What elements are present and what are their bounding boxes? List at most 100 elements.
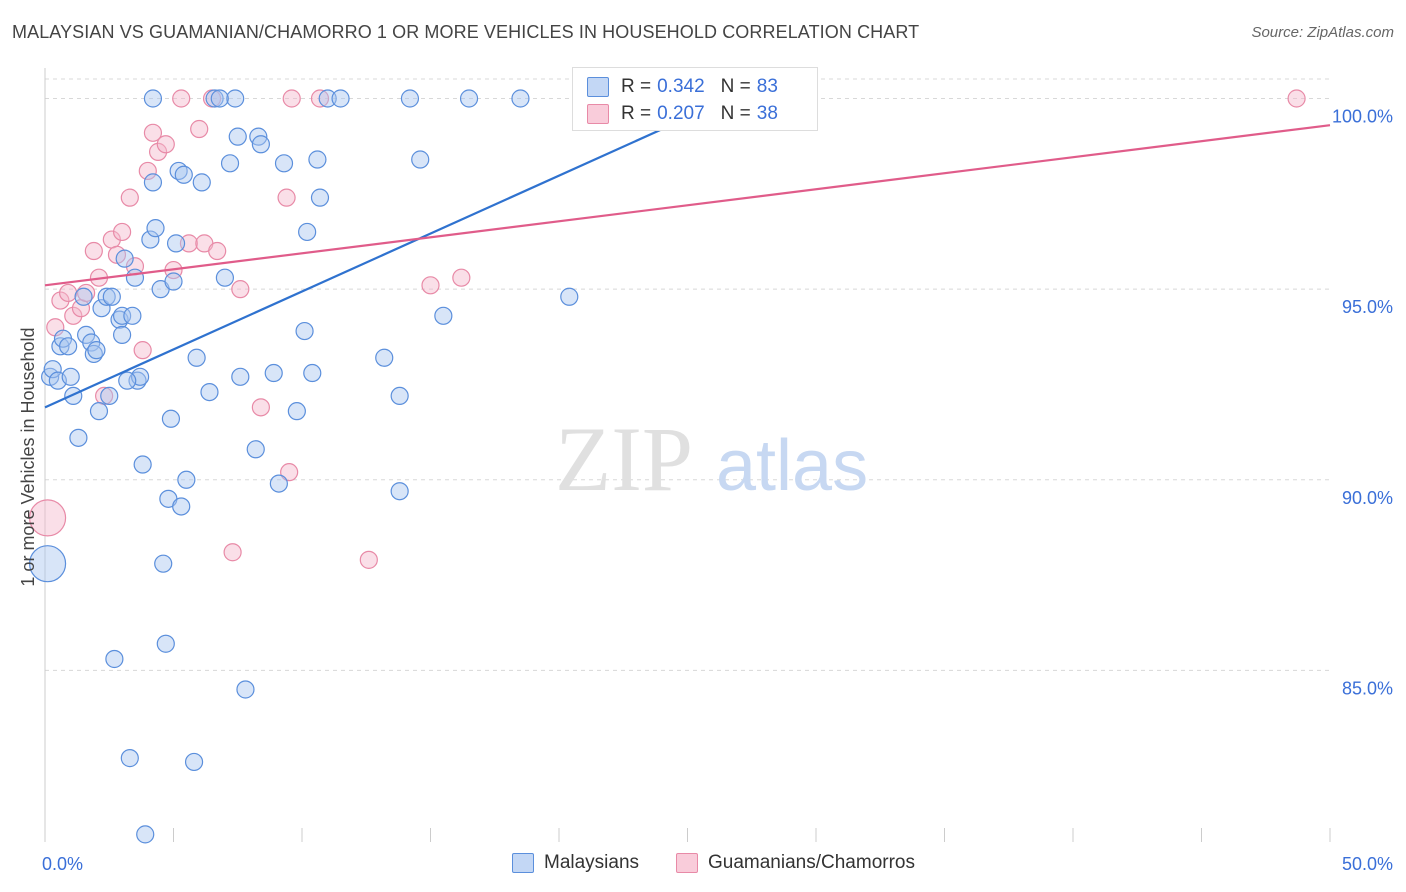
malaysians-point bbox=[141, 230, 160, 249]
guamanians-point bbox=[280, 463, 299, 482]
malaysians-point bbox=[390, 482, 409, 501]
guamanians-point bbox=[120, 188, 139, 207]
malaysians-point bbox=[156, 634, 175, 653]
x-tick-label: 0.0% bbox=[42, 854, 83, 874]
source-credit: Source: ZipAtlas.com bbox=[1251, 24, 1394, 41]
malaysians-point bbox=[100, 386, 119, 406]
malaysians-point bbox=[164, 272, 183, 291]
guamanians-point bbox=[112, 222, 132, 242]
malaysians-point bbox=[102, 287, 121, 306]
malaysians-point bbox=[172, 497, 191, 516]
malaysians-point bbox=[92, 299, 111, 318]
malaysians-point bbox=[146, 219, 165, 238]
malaysians-point bbox=[274, 154, 294, 173]
guamanians-trend-line bbox=[44, 124, 1331, 287]
guamanians-point bbox=[64, 306, 83, 325]
malaysians-point bbox=[400, 89, 420, 108]
malaysians-point bbox=[200, 382, 219, 402]
malaysians-point bbox=[161, 409, 181, 428]
axes bbox=[44, 68, 1331, 842]
malaysians-points bbox=[28, 89, 579, 844]
malaysians-point bbox=[226, 89, 245, 108]
malaysians-point bbox=[184, 752, 204, 772]
guamanians-point bbox=[172, 89, 191, 108]
malaysians-point bbox=[310, 188, 330, 207]
malaysians-point bbox=[331, 89, 350, 108]
correlation-legend: R = 0.342 N = 83 R = 0.207 N = 38 bbox=[572, 67, 818, 131]
malaysians-point bbox=[177, 470, 196, 489]
guamanians-point bbox=[282, 89, 301, 108]
watermark-zip: ZIP bbox=[555, 408, 693, 510]
guamanians-point bbox=[452, 268, 471, 287]
malaysians-point bbox=[287, 402, 306, 421]
malaysians-point bbox=[115, 249, 134, 268]
malaysians-point bbox=[61, 367, 80, 386]
watermark: ZIP atlas bbox=[555, 408, 868, 510]
bottom-legend-guamanians: Guamanians/Chamorros bbox=[676, 852, 915, 874]
malaysians-point bbox=[87, 341, 106, 360]
malaysians-point bbox=[295, 321, 314, 341]
malaysians-point bbox=[560, 287, 579, 306]
malaysians-point bbox=[434, 306, 453, 325]
guamanians-point bbox=[231, 280, 250, 299]
malaysians-point bbox=[123, 306, 142, 325]
guamanians-point bbox=[133, 341, 152, 360]
malaysians-point bbox=[390, 386, 409, 406]
malaysians-point bbox=[308, 150, 327, 169]
malaysians-point bbox=[59, 337, 78, 356]
malaysians-point bbox=[74, 287, 93, 306]
legend-r-label: R = bbox=[621, 76, 652, 97]
malaysians-point bbox=[64, 386, 83, 406]
malaysians-point bbox=[215, 268, 234, 287]
malaysians-point bbox=[264, 363, 283, 383]
legend-r-label: R = bbox=[621, 103, 652, 124]
malaysians-point bbox=[112, 325, 132, 344]
malaysians-point bbox=[166, 234, 186, 253]
x-tick-label: 50.0% bbox=[1342, 854, 1393, 874]
legend-swatch-blue bbox=[512, 853, 534, 873]
guamanians-point bbox=[208, 241, 227, 261]
malaysians-point bbox=[192, 173, 211, 192]
malaysians-point bbox=[298, 222, 317, 242]
y-tick-label: 100.0% bbox=[1332, 107, 1393, 127]
legend-n-label: N = bbox=[720, 103, 751, 124]
legend-label-guamanians: Guamanians/Chamorros bbox=[708, 852, 915, 873]
malaysians-point bbox=[269, 474, 288, 493]
malaysians-point bbox=[205, 89, 224, 108]
legend-label-malaysians: Malaysians bbox=[544, 852, 640, 873]
legend-n-label: N = bbox=[720, 76, 751, 97]
malaysians-point bbox=[28, 545, 67, 583]
guamanians-point bbox=[277, 188, 296, 207]
legend-swatch-pink bbox=[676, 853, 698, 873]
malaysians-point bbox=[459, 89, 479, 108]
malaysians-point bbox=[136, 825, 155, 844]
legend-n-value: 38 bbox=[756, 103, 778, 124]
malaysians-point bbox=[174, 165, 193, 184]
guamanians-point bbox=[251, 398, 270, 417]
malaysians-point bbox=[228, 127, 247, 146]
malaysians-trend-line bbox=[44, 105, 714, 409]
y-axis-label: 1 or more Vehicles in Household bbox=[18, 327, 38, 586]
malaysians-point bbox=[187, 348, 206, 367]
guamanians-point bbox=[421, 276, 440, 295]
guamanians-point bbox=[51, 291, 70, 310]
chart-title: MALAYSIAN VS GUAMANIAN/CHAMORRO 1 OR MOR… bbox=[12, 22, 920, 42]
malaysians-point bbox=[411, 150, 430, 169]
legend-r-value: 0.207 bbox=[657, 103, 705, 124]
guamanians-point bbox=[179, 234, 199, 253]
y-tick-label: 90.0% bbox=[1342, 488, 1393, 508]
malaysians-point bbox=[220, 154, 240, 173]
legend-swatch-pink bbox=[587, 104, 609, 124]
trend-lines bbox=[44, 105, 1331, 409]
malaysians-point bbox=[133, 455, 152, 474]
malaysians-point bbox=[143, 89, 163, 108]
malaysians-point bbox=[210, 89, 229, 108]
guamanians-point bbox=[148, 142, 168, 161]
malaysians-point bbox=[143, 173, 163, 192]
guamanians-point bbox=[138, 161, 157, 181]
malaysians-point bbox=[105, 649, 124, 669]
guamanians-point bbox=[28, 499, 67, 537]
guamanians-point bbox=[223, 543, 242, 562]
malaysians-point bbox=[231, 367, 250, 386]
malaysians-point bbox=[118, 371, 137, 390]
